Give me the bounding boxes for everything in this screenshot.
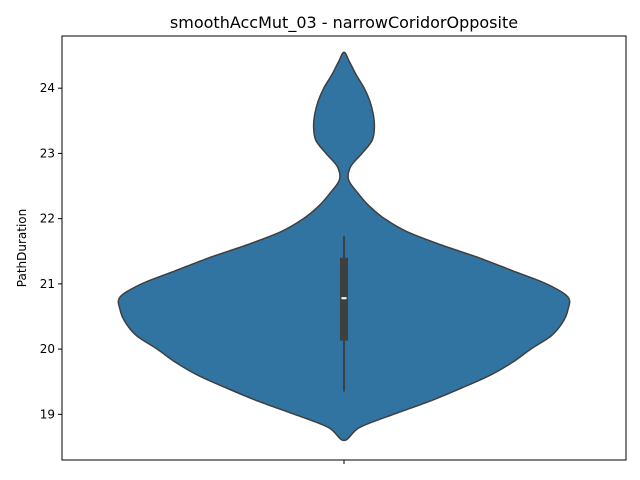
y-tick-label: 21 <box>40 277 55 291</box>
y-tick-label: 22 <box>40 212 55 226</box>
y-tick-label: 24 <box>40 81 55 95</box>
y-tick-label: 20 <box>40 342 55 356</box>
y-axis: 19 20 21 22 23 24 <box>40 81 62 421</box>
y-axis-label: PathDuration <box>15 209 29 287</box>
y-tick-label: 19 <box>40 407 55 421</box>
violin-layer <box>117 51 571 442</box>
y-tick-label: 23 <box>40 146 55 160</box>
chart-title: smoothAccMut_03 - narrowCoridorOpposite <box>170 13 518 33</box>
box-median <box>341 297 347 300</box>
